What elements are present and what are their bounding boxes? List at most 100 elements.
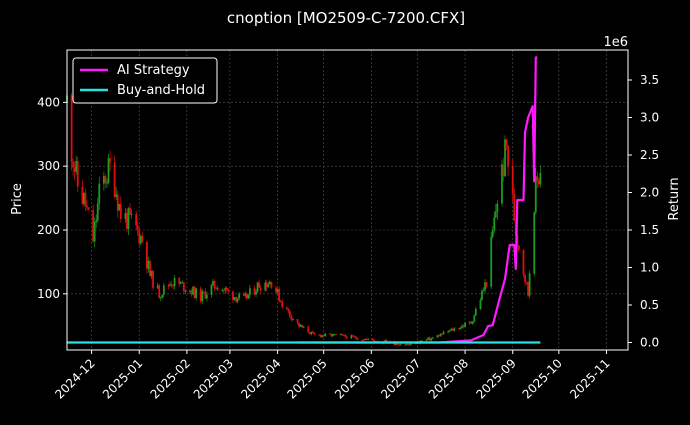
candle-body xyxy=(479,299,482,309)
candle-body xyxy=(279,301,282,303)
candle-body xyxy=(104,176,107,184)
y2-tick-label: 1.0 xyxy=(640,261,659,275)
candle-body xyxy=(436,335,439,338)
candle-body xyxy=(107,158,110,183)
candle-body xyxy=(528,273,531,296)
candle-body xyxy=(341,334,344,336)
candle-body xyxy=(158,285,161,298)
candle-body xyxy=(502,164,505,177)
candle-body xyxy=(259,287,262,291)
candle-body xyxy=(215,287,217,289)
candle-body xyxy=(276,288,279,293)
candle-body xyxy=(258,282,261,288)
candle-body xyxy=(205,294,208,299)
x-tick-label: 2025-02 xyxy=(148,356,193,401)
x-tick-label: 2025-10 xyxy=(520,356,565,401)
candle-body xyxy=(367,338,370,340)
candle-body xyxy=(335,334,337,336)
y-tick-label: 400 xyxy=(37,95,60,109)
candle-body xyxy=(345,336,348,339)
candle-body xyxy=(253,288,256,295)
candle-body xyxy=(118,203,121,211)
candle-body xyxy=(245,293,248,299)
candle-body xyxy=(136,225,139,230)
candle-body xyxy=(430,338,433,341)
candle-body xyxy=(481,290,483,300)
candle-body xyxy=(130,213,133,215)
y2-tick-label: 0.5 xyxy=(640,298,659,312)
candle-body xyxy=(109,158,111,163)
candle-body xyxy=(242,293,245,296)
candle-body xyxy=(235,297,237,302)
candle-body xyxy=(464,322,466,327)
candle-body xyxy=(302,326,305,328)
candle-body xyxy=(439,333,442,337)
candle-body xyxy=(221,290,224,292)
candle-body xyxy=(493,217,496,231)
candle-body xyxy=(170,284,173,286)
candle-body xyxy=(113,162,116,197)
candle-body xyxy=(362,339,365,341)
candle-body xyxy=(333,334,336,336)
candle-body xyxy=(255,291,257,295)
candle-body xyxy=(407,344,410,346)
candle-body xyxy=(504,139,506,177)
candle-body xyxy=(162,285,165,295)
candle-body xyxy=(224,287,227,291)
candle-body xyxy=(351,335,354,337)
candle-body xyxy=(330,334,333,337)
candle-body xyxy=(462,325,465,327)
legend-box xyxy=(72,57,218,104)
candle-body xyxy=(264,282,267,291)
candle-body xyxy=(267,284,270,288)
candle-body xyxy=(395,343,397,345)
candle-body xyxy=(268,281,271,285)
candle-body xyxy=(202,291,205,293)
candle-body xyxy=(490,236,493,287)
candle-body xyxy=(322,335,325,337)
candle-body xyxy=(141,235,144,242)
candle-body xyxy=(173,277,176,287)
candle-body xyxy=(461,325,463,328)
candle-body xyxy=(152,270,154,288)
plot-frame xyxy=(66,49,629,351)
candle-body xyxy=(421,340,423,342)
candle-body xyxy=(501,164,503,204)
candle-body xyxy=(533,212,536,274)
candle-body xyxy=(491,230,494,237)
candle-body xyxy=(73,167,76,172)
candle-body xyxy=(222,290,225,292)
y-tick-label: 300 xyxy=(37,159,60,173)
candle-body xyxy=(373,340,376,342)
x-tick-label: 2025-07 xyxy=(378,356,423,401)
candle-body xyxy=(371,338,374,341)
candle-body xyxy=(72,162,75,168)
candle-body xyxy=(428,337,431,341)
candle-body xyxy=(161,294,164,298)
candlestick-series xyxy=(66,82,542,346)
candle-body xyxy=(288,311,291,317)
candle-body xyxy=(484,282,486,291)
candle-body xyxy=(448,330,451,332)
candle-body xyxy=(468,321,471,323)
legend-label-buy-and-hold: Buy-and-Hold xyxy=(117,83,205,98)
candle-body xyxy=(301,324,304,328)
candle-body xyxy=(473,315,476,322)
candle-body xyxy=(149,260,151,276)
candle-body xyxy=(299,324,302,327)
candle-body xyxy=(139,235,142,244)
y2-offset-text: 1e6 xyxy=(603,35,628,50)
candle-body xyxy=(115,194,118,197)
candle-body xyxy=(505,139,508,146)
y-tick-label: 200 xyxy=(37,223,60,237)
y-tick-label: 100 xyxy=(37,287,60,301)
candle-body xyxy=(201,291,204,302)
candle-body xyxy=(310,331,313,335)
candle-body xyxy=(458,328,460,330)
y2-axis-label: Return xyxy=(667,177,682,220)
candle-body xyxy=(405,344,408,346)
candle-body xyxy=(318,334,320,336)
candle-body xyxy=(106,182,108,184)
